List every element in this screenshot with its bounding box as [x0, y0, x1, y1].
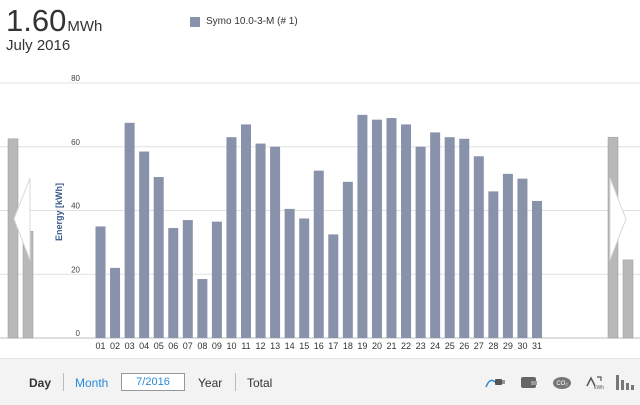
data-bar — [226, 137, 237, 338]
data-bar — [459, 138, 470, 338]
tab-month[interactable]: Month — [75, 376, 109, 390]
data-bar — [95, 226, 106, 338]
previous-period-bar — [7, 138, 19, 339]
data-bar — [270, 146, 281, 338]
data-bar — [473, 156, 484, 338]
x-tick-label: 13 — [270, 341, 280, 351]
data-bar — [313, 170, 324, 338]
next-period-arrow[interactable] — [608, 176, 628, 262]
data-bar — [532, 200, 542, 338]
x-tick-label: 14 — [285, 341, 295, 351]
data-bar — [211, 221, 222, 338]
period-label: July 2016 — [6, 37, 71, 54]
chart-legend[interactable]: Symo 10.0-3-M (# 1) — [190, 16, 298, 27]
data-bar — [386, 118, 397, 338]
data-bar — [182, 220, 193, 338]
x-tick-label: 25 — [445, 341, 455, 351]
total-energy-unit: MWh — [67, 18, 103, 35]
x-tick-label: 15 — [299, 341, 309, 351]
data-bar — [284, 208, 295, 338]
co2-icon[interactable]: CO₂ — [551, 373, 573, 391]
y-tick-label: 60 — [71, 138, 80, 147]
x-tick-label: 05 — [154, 341, 164, 351]
data-bar — [255, 143, 266, 338]
x-tick-label: 16 — [314, 341, 324, 351]
legend-label: Symo 10.0-3-M (# 1) — [206, 16, 298, 27]
x-tick-label: 03 — [125, 341, 135, 351]
data-bar — [124, 122, 135, 338]
x-tick-label: 31 — [532, 341, 542, 351]
bars-layer — [95, 114, 542, 338]
data-bar — [357, 114, 368, 338]
x-tick-label: 10 — [226, 341, 236, 351]
ticks-layer: 0 20 40 60 80 01 02 03 04 05 06 07 08 09 10 11 12 13 14 15 1… — [71, 74, 542, 351]
x-tick-label: 02 — [110, 341, 120, 351]
data-bar — [444, 137, 455, 338]
data-bar — [328, 234, 339, 338]
previous-period-arrow[interactable] — [12, 176, 32, 262]
tab-total[interactable]: Total — [247, 376, 273, 390]
x-tick-label: 17 — [328, 341, 338, 351]
tab-day[interactable]: Day — [29, 376, 52, 390]
x-tick-label: 06 — [168, 341, 178, 351]
x-tick-label: 04 — [139, 341, 149, 351]
x-tick-label: 08 — [197, 341, 207, 351]
x-tick-label: 28 — [488, 341, 498, 351]
y-tick-label: 40 — [71, 202, 80, 211]
x-tick-label: 18 — [343, 341, 353, 351]
data-bar — [371, 119, 382, 338]
x-tick-label: 23 — [416, 341, 426, 351]
bar-chart-icon[interactable] — [614, 373, 636, 391]
y-tick-label: 0 — [76, 329, 81, 338]
data-bar — [342, 181, 353, 338]
x-tick-label: 19 — [357, 341, 367, 351]
data-bar — [430, 132, 441, 338]
next-period-bar — [622, 259, 634, 339]
x-tick-label: 22 — [401, 341, 411, 351]
data-bar — [299, 218, 310, 338]
total-energy: 1.60MWh — [6, 4, 102, 44]
x-tick-label: 11 — [241, 341, 250, 351]
data-bar — [502, 173, 513, 338]
data-bar — [415, 146, 426, 338]
x-tick-label: 24 — [430, 341, 440, 351]
data-bar — [139, 151, 150, 338]
data-bar — [517, 178, 528, 338]
wallet-icon[interactable] — [518, 373, 540, 391]
divider — [63, 373, 64, 391]
data-bar — [110, 267, 121, 338]
energy-chart: 0 20 40 60 80 01 02 03 04 05 06 07 08 09 10 11 12 13 14 15 1… — [0, 74, 640, 351]
x-tick-label: 21 — [386, 341, 396, 351]
x-tick-label: 29 — [503, 341, 513, 351]
x-tick-label: 07 — [183, 341, 193, 351]
svg-text:kWh: kWh — [594, 385, 604, 391]
kwh-convert-icon[interactable]: kWh — [583, 373, 605, 391]
energy-flow-icon[interactable] — [484, 373, 506, 391]
data-bar — [197, 279, 208, 338]
x-tick-label: 20 — [372, 341, 382, 351]
total-energy-value: 1.60 — [6, 3, 67, 38]
x-tick-label: 12 — [256, 341, 266, 351]
bottom-toolbar: Day Month 7/2016 Year Total CO₂ kWh — [0, 358, 640, 405]
data-bar — [401, 124, 412, 338]
tab-year[interactable]: Year — [198, 376, 223, 390]
svg-text:CO₂: CO₂ — [556, 381, 568, 387]
x-tick-label: 30 — [517, 341, 527, 351]
legend-swatch — [190, 16, 200, 27]
y-tick-label: 20 — [71, 265, 80, 274]
data-bar — [153, 177, 164, 338]
data-bar — [241, 124, 251, 338]
date-picker[interactable]: 7/2016 — [121, 373, 185, 391]
data-bar — [168, 228, 179, 338]
y-tick-label: 80 — [71, 74, 80, 83]
x-tick-label: 27 — [474, 341, 484, 351]
x-tick-label: 09 — [212, 341, 222, 351]
x-tick-label: 01 — [95, 341, 105, 351]
data-bar — [488, 191, 499, 338]
divider — [235, 373, 236, 391]
x-tick-label: 26 — [459, 341, 469, 351]
y-axis-label: Energy [kWh] — [54, 183, 64, 241]
